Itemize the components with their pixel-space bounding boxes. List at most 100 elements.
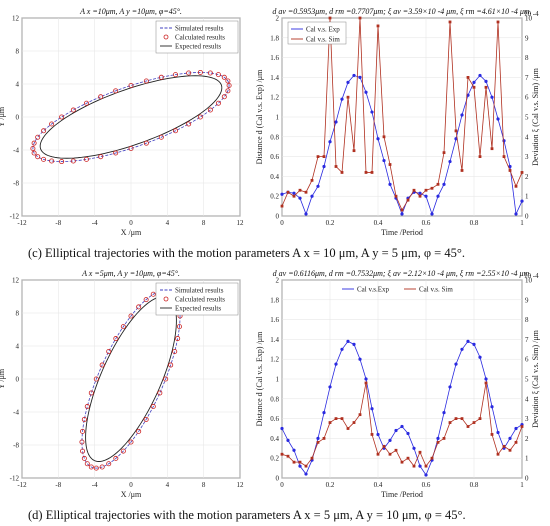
x-tick-label: 8 [202, 219, 206, 227]
data-point-cal-vs-sim [460, 417, 464, 420]
x-tick-label: -12 [17, 219, 27, 227]
x-tick-label: 0.8 [470, 481, 479, 489]
data-point-cal-vs-sim [514, 184, 518, 188]
y-axis-label: Y /μm [0, 106, 6, 127]
data-point-cal-vs-sim [400, 208, 404, 212]
data-point-cal-vs-exp [478, 73, 482, 78]
y-tick-label: 12 [12, 15, 20, 23]
legend-label: Calculated results [175, 34, 225, 42]
data-point-cal-vs-exp [304, 212, 308, 216]
data-point-cal-vs-exp [514, 426, 518, 431]
data-point-cal-vs-sim [280, 452, 284, 456]
calculated-point [136, 428, 142, 434]
data-point-cal-vs-exp [322, 411, 326, 415]
right-y-tick-label: 7 [525, 336, 529, 344]
right-y-tick-label: 3 [525, 415, 529, 423]
legend-label: Cal v.s. Sim [419, 286, 453, 294]
data-point-cal-vs-exp [514, 212, 518, 216]
data-point-cal-vs-sim [508, 448, 512, 452]
calculated-point [173, 128, 179, 134]
data-point-cal-vs-exp [322, 164, 326, 169]
calculated-point [197, 114, 203, 120]
calculated-point [136, 304, 142, 310]
data-point-cal-vs-sim [442, 151, 446, 155]
calculated-point [93, 465, 99, 471]
data-point-cal-vs-sim [322, 437, 326, 440]
left-y-tick-label: 1 [276, 114, 280, 122]
data-point-cal-vs-sim [328, 421, 332, 424]
data-point-cal-vs-exp [388, 182, 392, 186]
calculated-point [157, 390, 163, 396]
left-y-axis-label: Distance d (Cal v.s. Exp) /μm [255, 69, 264, 164]
calculated-point [31, 140, 37, 146]
data-point-cal-vs-exp [406, 431, 410, 436]
calculated-point [93, 376, 99, 382]
chart-title: A x =10μm, A y =10μm, φ=45°. [79, 7, 182, 16]
data-point-cal-vs-exp [286, 438, 290, 442]
x-tick-label: 0.2 [326, 219, 335, 227]
data-point-cal-vs-sim [430, 456, 434, 460]
data-point-cal-vs-exp [442, 182, 446, 186]
data-point-cal-vs-sim [412, 188, 416, 192]
data-point-cal-vs-sim [490, 147, 494, 151]
calculated-point [225, 88, 231, 94]
calculated-point [175, 336, 181, 342]
left-y-tick-label: 2 [276, 277, 280, 285]
data-point-cal-vs-sim [334, 417, 338, 420]
data-point-cal-vs-sim [424, 464, 428, 468]
data-point-cal-vs-exp [436, 436, 440, 440]
x-tick-label: 0 [129, 481, 133, 489]
y-tick-label: -12 [10, 475, 20, 483]
data-point-cal-vs-exp [448, 159, 452, 164]
x-tick-label: 0.4 [374, 219, 383, 227]
data-point-cal-vs-sim [484, 85, 488, 89]
data-point-cal-vs-sim [520, 171, 524, 174]
data-point-cal-vs-sim [514, 440, 518, 444]
data-point-cal-vs-sim [364, 381, 368, 385]
calculated-point [113, 336, 119, 342]
legend-label: Cal v.s. Exp [306, 26, 340, 34]
data-point-cal-vs-exp [460, 347, 464, 351]
calculated-point [215, 100, 221, 106]
y-tick-label: -12 [10, 213, 20, 221]
calculated-point [128, 146, 134, 152]
data-point-cal-vs-sim [466, 76, 470, 79]
left-y-tick-label: 0.8 [270, 133, 279, 141]
y-tick-label: -4 [13, 147, 19, 155]
left-y-tick-label: 0.8 [270, 395, 279, 403]
simulated-trajectory [32, 72, 230, 162]
data-point-cal-vs-exp [328, 385, 332, 389]
left-y-tick-label: 1.4 [270, 336, 279, 344]
left-y-tick-label: 1.8 [270, 34, 279, 42]
right-y-tick-label: 8 [525, 54, 529, 62]
data-point-cal-vs-sim [358, 16, 362, 20]
data-point-cal-vs-exp [424, 194, 428, 198]
data-point-cal-vs-sim [304, 464, 308, 468]
left-y-tick-label: 0.2 [270, 455, 279, 463]
calculated-point [35, 154, 41, 160]
right-y-tick-label: 10 [525, 15, 533, 23]
data-point-cal-vs-sim [484, 381, 488, 385]
calculated-point [30, 146, 36, 152]
statistics-annotation: d av =0.5953μm, d rm =0.7707μm; ξ av =3.… [272, 7, 531, 16]
legend-label: Simulated results [175, 25, 224, 33]
data-point-cal-vs-sim [304, 190, 308, 194]
data-point-cal-vs-exp [472, 80, 476, 84]
data-point-cal-vs-exp [340, 97, 344, 101]
left-y-axis-label: Distance d (Cal v.s. Exp) /μm [255, 331, 264, 426]
data-point-cal-vs-exp [334, 362, 338, 366]
data-point-cal-vs-exp [364, 377, 368, 381]
x-tick-label: -4 [92, 481, 98, 489]
calculated-point [168, 362, 174, 368]
right-y-tick-label: 0 [525, 213, 529, 221]
legend-swatch-calculated [163, 34, 169, 40]
calculated-point [59, 159, 65, 165]
data-point-cal-vs-exp [520, 199, 524, 203]
data-point-cal-vs-sim [364, 171, 368, 174]
data-point-cal-vs-exp [346, 339, 350, 343]
data-point-cal-vs-exp [280, 192, 284, 196]
left-y-tick-label: 1.4 [270, 74, 279, 82]
y-tick-label: 8 [16, 310, 20, 318]
calculated-point [113, 455, 119, 461]
data-point-cal-vs-exp [472, 342, 476, 346]
